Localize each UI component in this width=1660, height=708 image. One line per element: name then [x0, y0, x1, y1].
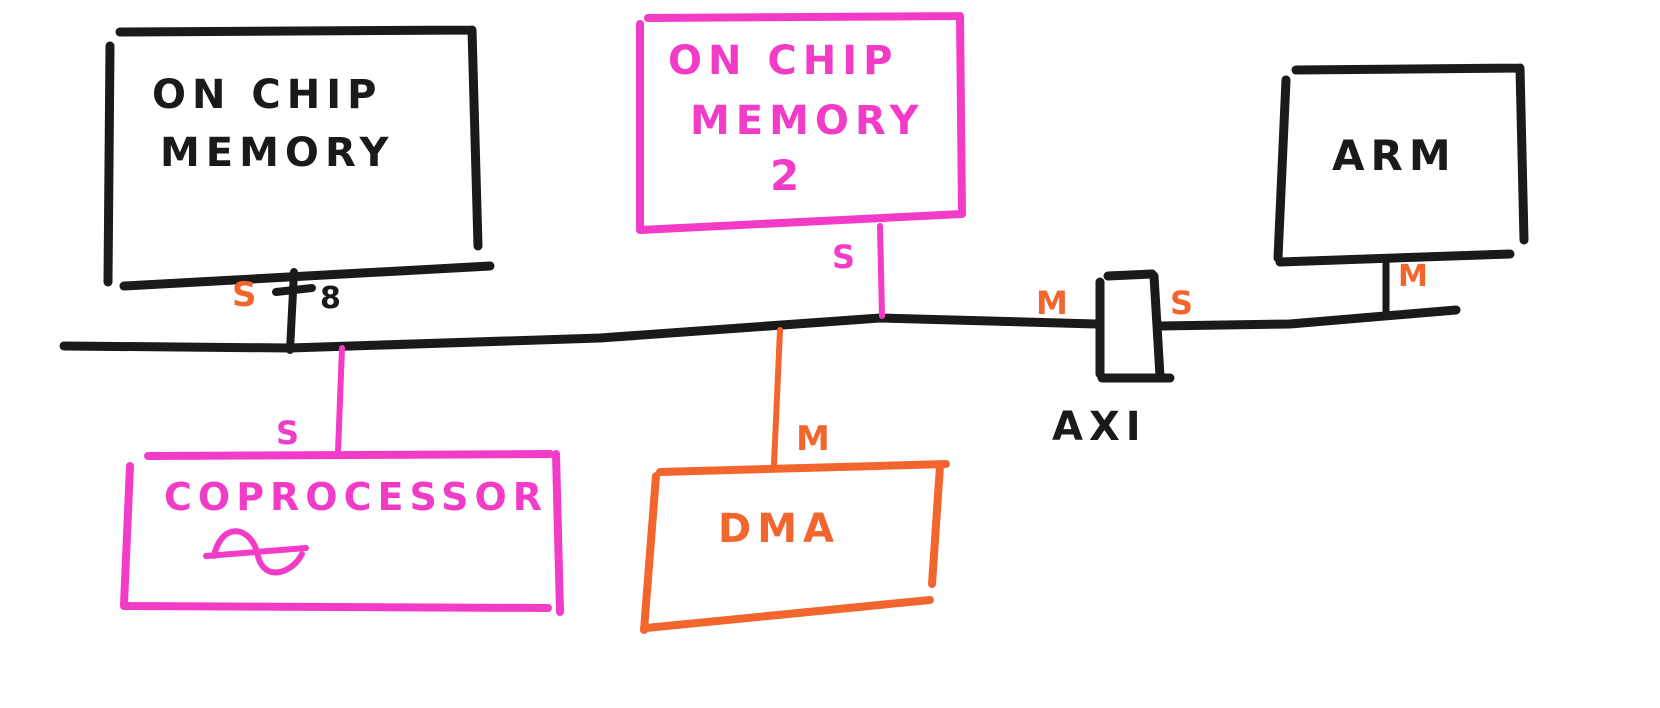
system-bus-line	[59, 313, 1101, 353]
arm-label: ARM	[1332, 131, 1457, 180]
arm-bus-line	[1155, 305, 1461, 331]
arm-block[interactable]: ARM	[1273, 63, 1529, 267]
axi-master-port: M	[1036, 284, 1074, 322]
axi-label: AXI	[1052, 404, 1147, 450]
coprocessor-block[interactable]: COPROCESSOR	[120, 450, 564, 616]
onchip-memory2-label-line1: ON CHIP	[668, 38, 898, 84]
onchip-memory-label-line1: ON CHIP	[152, 72, 382, 118]
coprocessor-label: COPROCESSOR	[164, 475, 548, 519]
bus-width-label: 8	[320, 281, 347, 316]
axi-slave-port: S	[1170, 284, 1199, 322]
onchip-memory-slave-port: S	[232, 275, 263, 315]
onchip-memory-label-line2: MEMORY	[160, 130, 395, 176]
coprocessor-slave-port: S	[276, 414, 305, 452]
dma-master-port: M	[796, 419, 836, 459]
coprocessor-connection: S	[276, 345, 345, 455]
arm-master-port: M	[1398, 259, 1434, 294]
sine-wave-icon	[203, 528, 309, 576]
dma-label: DMA	[718, 506, 840, 552]
onchip-memory-block[interactable]: ON CHIP MEMORY	[103, 25, 495, 291]
onchip-memory-connection: S 8	[232, 268, 347, 354]
onchip-memory2-connection: S	[832, 223, 885, 319]
onchip-memory2-block[interactable]: ON CHIP MEMORY 2	[636, 12, 966, 234]
axi-bridge[interactable]: AXI	[1052, 269, 1175, 450]
onchip-memory2-label-line3: 2	[770, 151, 805, 200]
dma-connection: M	[771, 327, 836, 467]
onchip-memory2-slave-port: S	[832, 238, 861, 276]
onchip-memory2-label-line2: MEMORY	[690, 98, 925, 144]
dma-block[interactable]: DMA	[640, 460, 950, 634]
arm-connection: M	[1382, 258, 1434, 320]
